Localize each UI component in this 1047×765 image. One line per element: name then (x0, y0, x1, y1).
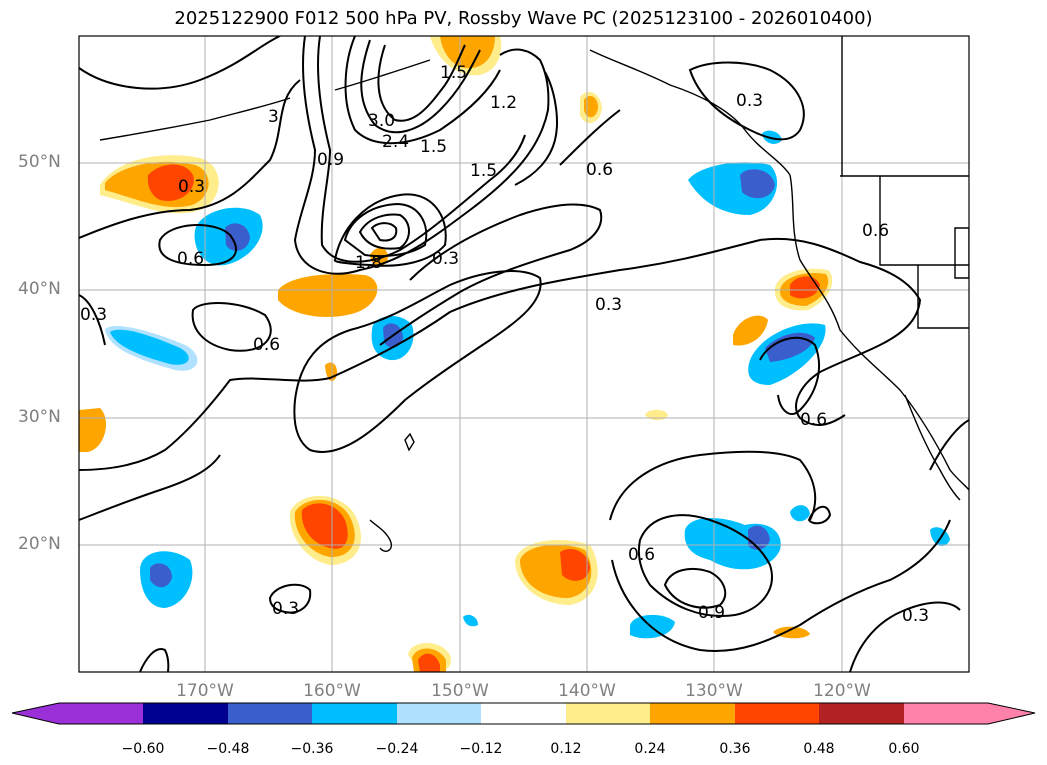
contour-label: 1.5 (440, 63, 467, 83)
lat-label: 50°N (18, 152, 61, 172)
colorbar-tick: 0.12 (550, 741, 582, 757)
contour-label: 0.6 (586, 160, 613, 180)
map-plot: 3.0 2.4 1.5 1.2 1.5 0.9 0.3 0.3 0.6 0.6 … (78, 35, 970, 673)
colorbar-segment (735, 703, 819, 724)
contour-label: 0.3 (80, 305, 107, 325)
contour-label: 0.3 (736, 91, 763, 111)
contour-label: 1.8 (355, 253, 382, 273)
colorbar-segment (904, 703, 988, 724)
colorbar-tick: 0.36 (719, 741, 751, 757)
colorbar-segment (650, 703, 735, 724)
pv-anomaly-shading (79, 36, 950, 672)
colorbar-tick: 0.48 (803, 741, 835, 757)
colorbar-extend-low (12, 703, 59, 724)
contour-label: 0.3 (432, 249, 459, 269)
colorbar-segment (312, 703, 397, 724)
colorbar-extend-high (988, 703, 1035, 724)
colorbar-segment (228, 703, 312, 724)
colorbar-segment (481, 703, 566, 724)
contour-label: 0.6 (253, 335, 280, 355)
colorbar-segment (143, 703, 228, 724)
colorbar-tick: 0.24 (634, 741, 666, 757)
lon-label: 140°W (558, 681, 616, 701)
contour-label: 1.5 (470, 161, 497, 181)
contour-label: 0.3 (272, 599, 299, 619)
colorbar-segment (59, 703, 143, 724)
lon-label: 160°W (303, 681, 361, 701)
lat-label: 20°N (18, 534, 61, 554)
colorbar (11, 702, 1036, 725)
lon-label: 120°W (813, 681, 871, 701)
contour-label: 0.6 (862, 221, 889, 241)
pv-contours (79, 36, 969, 672)
map-title: 2025122900 F012 500 hPa PV, Rossby Wave … (174, 8, 873, 29)
contour-label: 0.6 (177, 249, 204, 269)
contour-label: 0.3 (178, 177, 205, 197)
contour-label: 0.3 (902, 606, 929, 626)
contour-label: 3 (268, 107, 279, 127)
contour-label: 3.0 (368, 111, 395, 131)
colorbar-tick: −0.48 (206, 741, 250, 757)
colorbar-segment (566, 703, 650, 724)
lon-label: 170°W (176, 681, 234, 701)
colorbar-tick: −0.24 (375, 741, 419, 757)
lon-label: 130°W (685, 681, 743, 701)
colorbar-tick: 0.60 (888, 741, 920, 757)
lat-label: 40°N (18, 279, 61, 299)
contour-label: 0.3 (595, 295, 622, 315)
coastlines (99, 36, 969, 552)
contour-label: 1.5 (420, 137, 447, 157)
contour-label: 0.9 (317, 150, 344, 170)
contour-label: 2.4 (382, 132, 409, 152)
contour-label: 0.6 (628, 545, 655, 565)
gridlines (79, 36, 969, 672)
map-frame (78, 35, 970, 673)
colorbar-segment (397, 703, 481, 724)
contour-labels: 3.0 2.4 1.5 1.2 1.5 0.9 0.3 0.3 0.6 0.6 … (80, 63, 929, 626)
colorbar-tick: −0.60 (121, 741, 165, 757)
contour-label: 1.2 (490, 93, 517, 113)
lat-label: 30°N (18, 407, 61, 427)
lon-label: 150°W (431, 681, 489, 701)
contour-label: 0.9 (698, 603, 725, 623)
colorbar-tick: −0.36 (290, 741, 334, 757)
contour-label: 0.6 (800, 410, 827, 430)
colorbar-segment (819, 703, 904, 724)
colorbar-tick: −0.12 (459, 741, 503, 757)
